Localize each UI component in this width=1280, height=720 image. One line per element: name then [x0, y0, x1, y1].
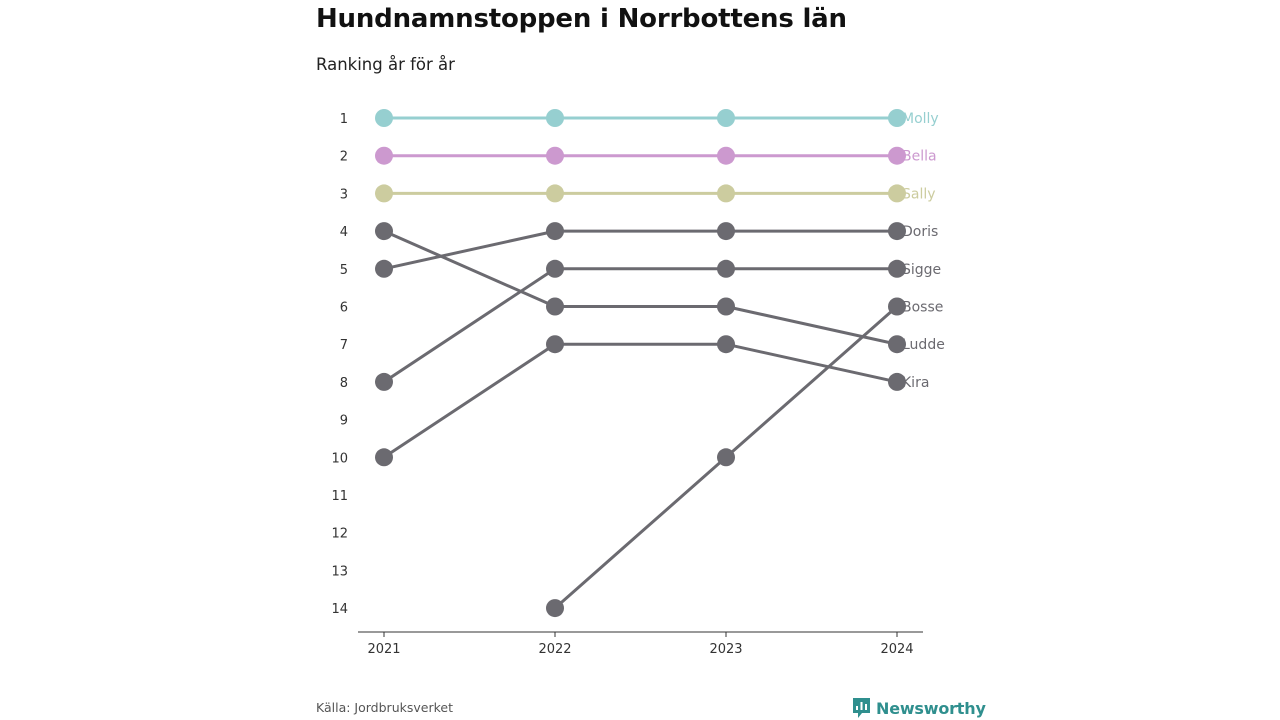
data-point [717, 297, 735, 316]
data-point [717, 222, 735, 241]
data-point [546, 335, 564, 354]
data-point [546, 297, 564, 316]
series-line [382, 229, 899, 346]
data-point [546, 259, 564, 278]
data-point [888, 222, 906, 241]
data-point [375, 448, 393, 467]
x-axis-ticks: 2021 2022 2023 2024 [367, 632, 914, 657]
y-tick-label: 14 [331, 602, 348, 617]
series-kira [375, 335, 906, 467]
data-point [546, 222, 564, 241]
y-tick-label: 4 [340, 225, 348, 240]
chart-subtitle: Ranking år för år [316, 55, 455, 74]
source-note: Källa: Jordbruksverket [316, 700, 453, 715]
y-tick-label: 7 [340, 338, 348, 353]
brand-logo: Newsworthy [852, 697, 986, 719]
data-point [375, 146, 393, 165]
data-point [717, 259, 735, 278]
data-point [717, 109, 735, 127]
y-tick-label: 1 [340, 112, 348, 127]
data-point [888, 297, 906, 316]
series-label: Molly [902, 111, 939, 127]
data-point [717, 335, 735, 354]
x-tick-label: 2023 [709, 642, 742, 657]
series-line [382, 267, 899, 384]
series-labels: Doris Sigge Bosse Ludde Kira Molly Bella Sally [902, 111, 945, 391]
chart-title: Hundnamnstoppen i Norrbottens län [316, 4, 847, 34]
data-point [546, 599, 564, 618]
y-tick-label: 6 [340, 301, 348, 316]
series-label: Sigge [902, 262, 941, 278]
series-label: Bosse [902, 300, 943, 316]
series-label: Doris [902, 224, 938, 240]
series-ludde [375, 222, 906, 354]
y-tick-label: 10 [331, 451, 348, 466]
series-sigge [375, 259, 906, 391]
data-point [375, 222, 393, 241]
series-label: Bella [902, 149, 937, 165]
x-tick-label: 2021 [367, 642, 400, 657]
y-tick-label: 9 [340, 414, 348, 429]
series-doris [375, 222, 906, 278]
y-tick-label: 5 [340, 263, 348, 278]
series-label: Kira [902, 375, 929, 391]
series-sally [375, 184, 906, 203]
data-point [888, 146, 906, 165]
series-bosse [546, 297, 906, 618]
y-tick-label: 13 [331, 564, 348, 579]
series-line [382, 342, 899, 459]
data-point [888, 335, 906, 354]
data-point [888, 372, 906, 391]
data-point [375, 259, 393, 278]
y-tick-label: 8 [340, 376, 348, 391]
x-tick-label: 2024 [880, 642, 913, 657]
data-point [546, 109, 564, 127]
series-bella [375, 146, 906, 165]
y-tick-label: 12 [331, 527, 348, 542]
data-point [888, 259, 906, 278]
data-point [546, 184, 564, 203]
series-label: Ludde [902, 337, 945, 353]
y-tick-label: 2 [340, 150, 348, 165]
data-point [717, 448, 735, 467]
data-point [375, 109, 393, 127]
data-point [888, 184, 906, 203]
data-point [375, 184, 393, 203]
y-tick-label: 3 [340, 187, 348, 202]
x-tick-label: 2022 [538, 642, 571, 657]
series-molly [375, 109, 906, 127]
series-label: Sally [902, 186, 936, 202]
data-point [717, 184, 735, 203]
data-point [375, 372, 393, 391]
brand-name: Newsworthy [876, 698, 986, 718]
data-point [546, 146, 564, 165]
series-layer [375, 109, 906, 618]
y-tick-label: 11 [331, 489, 348, 504]
data-point [888, 109, 906, 127]
newsworthy-logo-icon [853, 698, 870, 718]
series-line [382, 229, 899, 271]
data-point [717, 146, 735, 165]
